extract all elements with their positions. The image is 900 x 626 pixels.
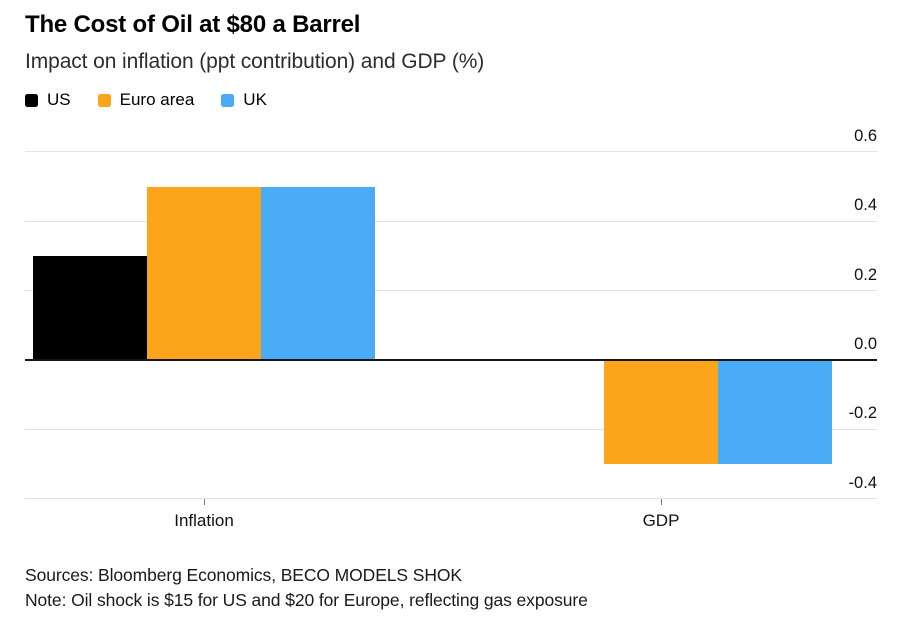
legend-label: US <box>47 90 71 109</box>
legend-label: UK <box>243 90 267 109</box>
bar-euro-area-gdp <box>604 360 718 465</box>
zero-axis-line <box>25 359 877 361</box>
y-axis-tick-label: 0.6 <box>854 126 877 145</box>
gridline <box>25 428 877 430</box>
legend-label: Euro area <box>119 90 195 109</box>
gridline <box>25 290 877 292</box>
legend-swatch-us <box>25 93 38 107</box>
legend-item-us: US <box>25 90 71 110</box>
legend-item-uk: UK <box>221 90 267 110</box>
y-axis-tick-label: 0.0 <box>854 335 877 353</box>
gridline <box>25 151 877 153</box>
sources-line: Sources: Bloomberg Economics, BECO MODEL… <box>25 565 462 585</box>
x-axis-tick <box>661 499 662 505</box>
x-axis-category-label: GDP <box>642 511 680 530</box>
bar-uk-inflation <box>261 186 375 360</box>
y-axis-tick-label: -0.2 <box>848 404 877 423</box>
legend-swatch-uk <box>221 93 235 107</box>
legend-swatch-euro-area <box>97 93 111 107</box>
bar-uk-gdp <box>718 360 832 465</box>
gridline <box>25 220 877 222</box>
y-axis-tick-label: -0.4 <box>848 473 877 492</box>
x-axis-tick <box>204 499 205 505</box>
x-axis-category-label: Inflation <box>174 511 234 530</box>
bar-euro-area-inflation <box>147 186 261 360</box>
legend-item-euro-area: Euro area <box>97 90 195 110</box>
gridline <box>25 498 877 500</box>
chart-subtitle: Impact on inflation (ppt contribution) a… <box>25 50 485 73</box>
y-axis-tick-label: 0.4 <box>854 196 877 215</box>
y-axis-tick-label: 0.2 <box>854 265 877 284</box>
bar-us-inflation <box>33 255 147 360</box>
note-line: Note: Oil shock is $15 for US and $20 fo… <box>25 590 588 610</box>
footer: Sources: Bloomberg Economics, BECO MODEL… <box>25 563 588 613</box>
legend: US Euro area UK <box>25 90 267 110</box>
chart-title: The Cost of Oil at $80 a Barrel <box>25 11 361 38</box>
